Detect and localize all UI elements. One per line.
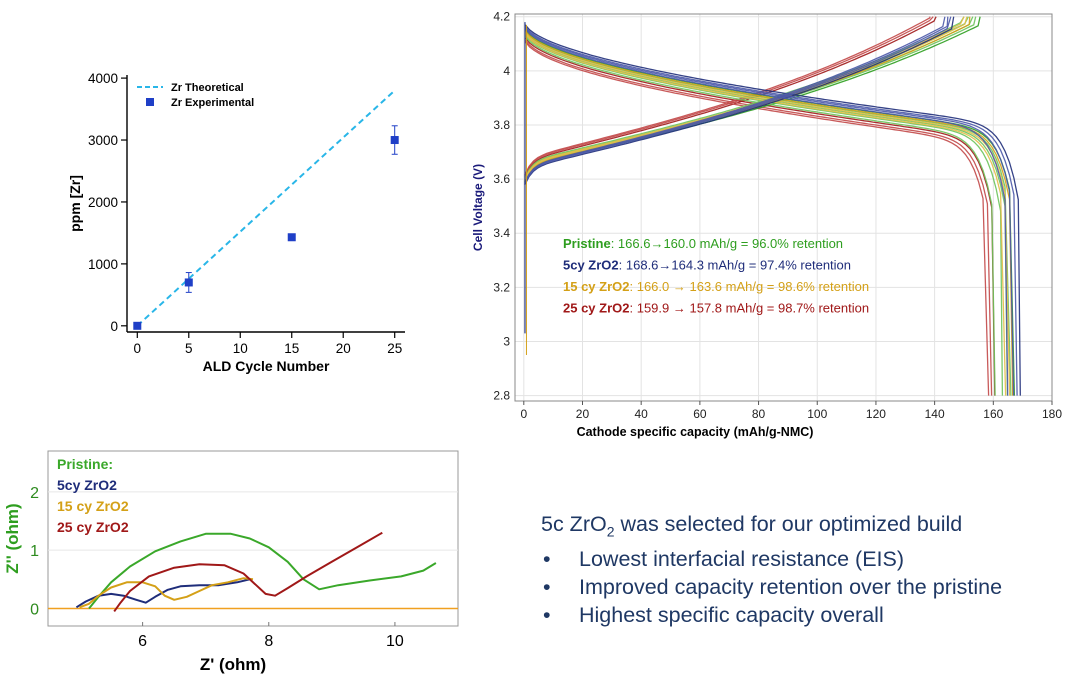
data-point bbox=[287, 233, 296, 242]
annotation-series-name: 5cy ZrO2 bbox=[563, 258, 619, 273]
x-tick-label: 120 bbox=[866, 407, 886, 421]
y-tick-label: 0 bbox=[30, 602, 39, 619]
x-tick-label: 180 bbox=[1042, 407, 1062, 421]
annotation-values: : 159.9 → 157.8 mAh/g = 98.7% retention bbox=[630, 301, 870, 316]
eis-series-line bbox=[113, 531, 383, 612]
y-tick-label: 2000 bbox=[88, 195, 118, 210]
x-tick-label: 20 bbox=[336, 341, 351, 356]
x-tick-label: 100 bbox=[807, 407, 827, 421]
discharge-curve bbox=[524, 30, 1014, 396]
data-point bbox=[133, 321, 142, 330]
x-tick-label: 0 bbox=[520, 407, 527, 421]
annotation-series-name: 25 cy ZrO2 bbox=[563, 301, 630, 316]
annotation-values: : 166.0 → 163.6 mAh/g = 98.6% retention bbox=[630, 279, 870, 294]
discharge-curve bbox=[524, 32, 1011, 396]
annotation-values: : 168.6→164.3 mAh/g = 97.4% retention bbox=[619, 258, 851, 273]
x-axis-label: Cathode specific capacity (mAh/g-NMC) bbox=[577, 425, 814, 439]
discharge-curve bbox=[524, 24, 1021, 396]
legend-label: Zr Experimental bbox=[171, 97, 254, 109]
series-line-theoretical bbox=[136, 89, 396, 327]
legend-label: Zr Theoretical bbox=[171, 82, 244, 94]
charge-curve bbox=[524, 16, 955, 186]
legend-swatch-experimental bbox=[146, 98, 154, 106]
x-tick-label: 8 bbox=[264, 633, 273, 650]
y-tick-label: 4000 bbox=[88, 71, 118, 86]
plot-frame bbox=[47, 450, 459, 627]
voltage-profile-chart: 0 20 40 60 80 100 120 140 160 180 2.8 3 3.2 3.4 3.6 3.8… bbox=[471, 10, 1062, 439]
retention-annotation: Pristine: 166.6→160.0 mAh/g = 96.0% rete… bbox=[563, 236, 843, 251]
y-axis-label: ppm [Zr] bbox=[70, 175, 83, 232]
y-tick-label: 3000 bbox=[88, 133, 118, 148]
charge-curve bbox=[524, 16, 946, 184]
x-tick-label: 15 bbox=[284, 341, 299, 356]
charge-curve bbox=[524, 16, 952, 185]
y-axis-label: Cell Voltage (V) bbox=[471, 164, 485, 251]
plot-frame bbox=[514, 13, 1053, 402]
y-tick-label: 4.2 bbox=[493, 10, 510, 24]
x-tick-label: 10 bbox=[386, 633, 404, 650]
charge-curve bbox=[524, 16, 965, 179]
y-tick-label: 3.8 bbox=[493, 118, 510, 132]
conclusion-title: 5c ZrO2 was selected for our optimized b… bbox=[541, 512, 963, 540]
y-tick-label: 0 bbox=[110, 319, 118, 334]
x-tick-label: 60 bbox=[693, 407, 707, 421]
charge-curve bbox=[524, 16, 931, 176]
annotation-series-name: 15 cy ZrO2 bbox=[563, 279, 630, 294]
x-tick-label: 160 bbox=[983, 407, 1003, 421]
data-point bbox=[184, 278, 193, 287]
charge-curve bbox=[524, 16, 937, 178]
conclusion-bullet: • Lowest interfacial resistance (EIS) bbox=[543, 547, 905, 572]
y-tick-label: 3.4 bbox=[493, 226, 510, 240]
discharge-curve bbox=[524, 26, 1018, 396]
zr-ppm-chart: 0 5 10 15 20 25 0 1000 2000 3000 4000 ALD Cycle Num… bbox=[70, 71, 405, 374]
x-tick-label: 140 bbox=[925, 407, 945, 421]
discharge-curve bbox=[524, 29, 1016, 396]
discharge-curve bbox=[524, 27, 1015, 396]
conclusion-bullet: • Highest specific capacity overall bbox=[543, 603, 884, 628]
x-tick-label: 10 bbox=[233, 341, 248, 356]
x-tick-label: 25 bbox=[387, 341, 402, 356]
x-axis-label: ALD Cycle Number bbox=[203, 358, 330, 374]
legend-label: 15 cy ZrO2 bbox=[57, 498, 129, 514]
retention-annotation: 5cy ZrO2: 168.6→164.3 mAh/g = 97.4% rete… bbox=[563, 258, 851, 273]
retention-annotation: 25 cy ZrO2: 159.9 → 157.8 mAh/g = 98.7% … bbox=[563, 301, 869, 316]
eis-nyquist-chart: 0 1 2 6 8 10 Z' (ohm) Z'' (ohm) Pristine: 5cy ZrO… bbox=[3, 450, 459, 674]
data-point bbox=[390, 136, 399, 145]
conclusion-block: 5c ZrO2 was selected for our optimized b… bbox=[541, 510, 1071, 629]
retention-annotation: 15 cy ZrO2: 166.0 → 163.6 mAh/g = 98.6% … bbox=[563, 279, 869, 294]
y-tick-label: 2 bbox=[30, 485, 39, 502]
y-tick-label: 3 bbox=[503, 334, 510, 348]
charge-curve bbox=[524, 16, 949, 184]
x-tick-label: 80 bbox=[752, 407, 766, 421]
x-tick-label: 0 bbox=[134, 341, 142, 356]
y-axis-label: Z'' (ohm) bbox=[3, 503, 22, 573]
y-tick-label: 3.6 bbox=[493, 172, 510, 186]
y-tick-label: 2.8 bbox=[493, 389, 510, 403]
conclusion-bullet: • Improved capacity retention over the pr… bbox=[543, 575, 1003, 600]
y-tick-label: 1 bbox=[30, 543, 39, 560]
eis-series-line bbox=[88, 532, 437, 610]
x-tick-label: 5 bbox=[185, 341, 193, 356]
legend-label: 25 cy ZrO2 bbox=[57, 519, 129, 535]
x-axis-label: Z' (ohm) bbox=[200, 655, 266, 674]
y-tick-label: 4 bbox=[503, 64, 510, 78]
x-tick-label: 40 bbox=[635, 407, 649, 421]
annotation-values: : 166.6→160.0 mAh/g = 96.0% retention bbox=[611, 236, 843, 251]
legend-label: 5cy ZrO2 bbox=[57, 477, 117, 493]
y-tick-label: 3.2 bbox=[493, 280, 510, 294]
y-tick-label: 1000 bbox=[88, 257, 118, 272]
annotation-series-name: Pristine bbox=[563, 236, 611, 251]
discharge-curve bbox=[524, 28, 1009, 396]
legend-label: Pristine: bbox=[57, 456, 113, 472]
eis-series-line bbox=[79, 577, 254, 609]
x-tick-label: 20 bbox=[576, 407, 590, 421]
x-tick-label: 6 bbox=[138, 633, 147, 650]
